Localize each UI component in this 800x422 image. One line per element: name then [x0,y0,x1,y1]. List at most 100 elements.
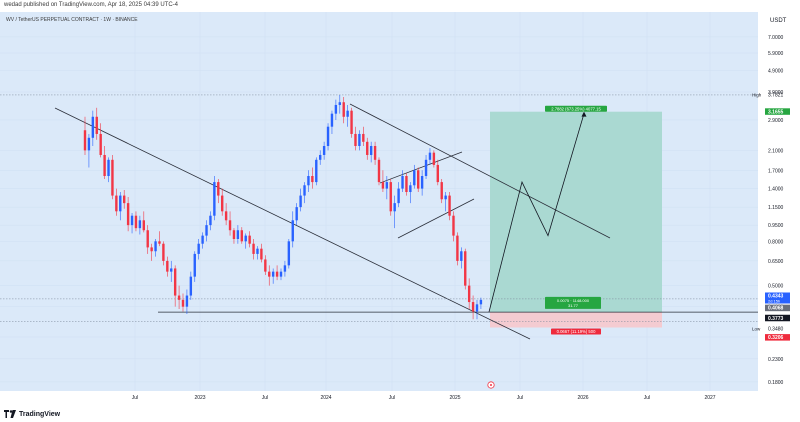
candle-body [177,295,181,300]
candle-body [221,195,224,212]
candle-body [471,302,475,312]
time-axis[interactable]: Jul 2023 Jul 2024 Jul 2025 Jul 2026 Jul 2027 [132,395,716,401]
candle-body [150,247,153,252]
channel-top-line [379,151,463,184]
candle-body [417,170,420,189]
candle-body [142,220,145,231]
stop-label: 0.0667 (11.19%) 500 [557,329,596,334]
candle-body [393,203,396,212]
candle-body [311,176,314,183]
price-tag-label: 0.3480 [768,326,784,332]
candle-body [295,207,298,221]
logo-text: TradingView [19,410,61,418]
price-tick-label: 4.9000 [768,69,784,75]
candle-body [268,271,271,277]
event-marker-icon[interactable] [487,381,495,389]
position-zones [490,111,662,328]
candle-body [381,182,385,189]
tradingview-logo-icon [4,410,16,418]
candle-body [479,299,483,305]
candle-body [460,251,463,261]
candle-body [119,195,122,212]
candle-body [123,195,126,204]
price-tick-label: 2.1000 [768,148,784,154]
candle-body [170,268,173,272]
candle-body [158,241,161,244]
price-tick-label: 0.5000 [768,284,784,290]
time-tick-label: Jul [644,395,650,401]
candle-body [456,235,459,261]
candle-body [130,215,134,226]
time-tick-label: 2024 [320,395,331,401]
candle-body [405,176,408,193]
price-tick-label: 0.8000 [768,239,784,245]
candle-body [228,220,232,231]
candle-body [173,268,177,296]
price-tick-label: 5.9000 [768,51,784,57]
candle-body [189,276,193,296]
candle-body [452,215,455,236]
candle-body [224,211,228,221]
target-label: 2.7882 (673.25%) 4077.15 [551,106,601,111]
candle-body [448,195,451,216]
tradingview-logo: TradingView [4,408,60,420]
candle-body [401,176,404,189]
price-axis[interactable]: 7.0000 5.9000 4.9000 3.9000 2.9000 2.1000 1.70… [752,35,790,386]
price-tag-box [765,108,790,115]
candle-body [444,195,447,200]
candle-body [201,235,204,244]
candle-body [436,164,439,183]
upper-trendline [349,103,611,239]
price-tag-label: 0.3773 [768,316,784,322]
candle-body [291,220,294,242]
candle-body [467,285,471,303]
time-axis-background [0,391,758,403]
time-tick-label: 2026 [577,395,588,401]
price-tag-box [765,292,790,304]
candle-body [440,182,443,200]
candle-body [413,170,416,186]
candle-body [181,299,185,307]
candle-body [342,102,345,117]
candle-body [103,154,106,177]
candle-body [213,182,216,216]
currency-label: USDT [770,18,787,24]
candle-body [197,243,200,254]
price-tick-label: 0.9500 [768,223,784,229]
entry-label-line2: 31.77 [568,303,579,308]
price-tag-sub: 2d 15h [768,298,780,303]
publish-line: wedad published on TradingView.com, Apr … [4,2,178,8]
candle-body [275,271,279,277]
candle-body [248,235,251,244]
price-tick-label: 1.7000 [768,168,784,174]
candle-body [409,185,412,193]
price-tick-label: 0.6500 [768,259,784,265]
candle-body [91,116,95,138]
candle-body [377,159,381,183]
candle-body [334,104,338,114]
candle-body [424,159,428,177]
candle-body [307,176,310,186]
price-tick-label: 1.1500 [768,205,784,211]
candle-body [252,243,255,254]
profit-zone [490,111,662,313]
price-tag-label: 3.7821 [768,93,784,99]
candle-body [299,195,302,208]
candle-body [185,295,189,307]
candle-body [428,152,432,160]
price-tag-label: 0.4343 [768,294,784,300]
candle-body [362,133,365,142]
candle-body [385,182,389,189]
loss-zone [490,312,662,328]
candle-body [350,110,353,134]
price-tag-label: 0.4068 [768,306,784,312]
price-tag-box [765,334,790,341]
price-tick-label: 0.2300 [768,357,784,363]
candle-body [244,235,247,242]
time-tick-label: Jul [262,395,268,401]
time-tick-label: Jul [132,395,138,401]
candle-body [217,182,220,196]
price-tick-label: 0.1800 [768,380,784,386]
candle-body [287,241,291,266]
